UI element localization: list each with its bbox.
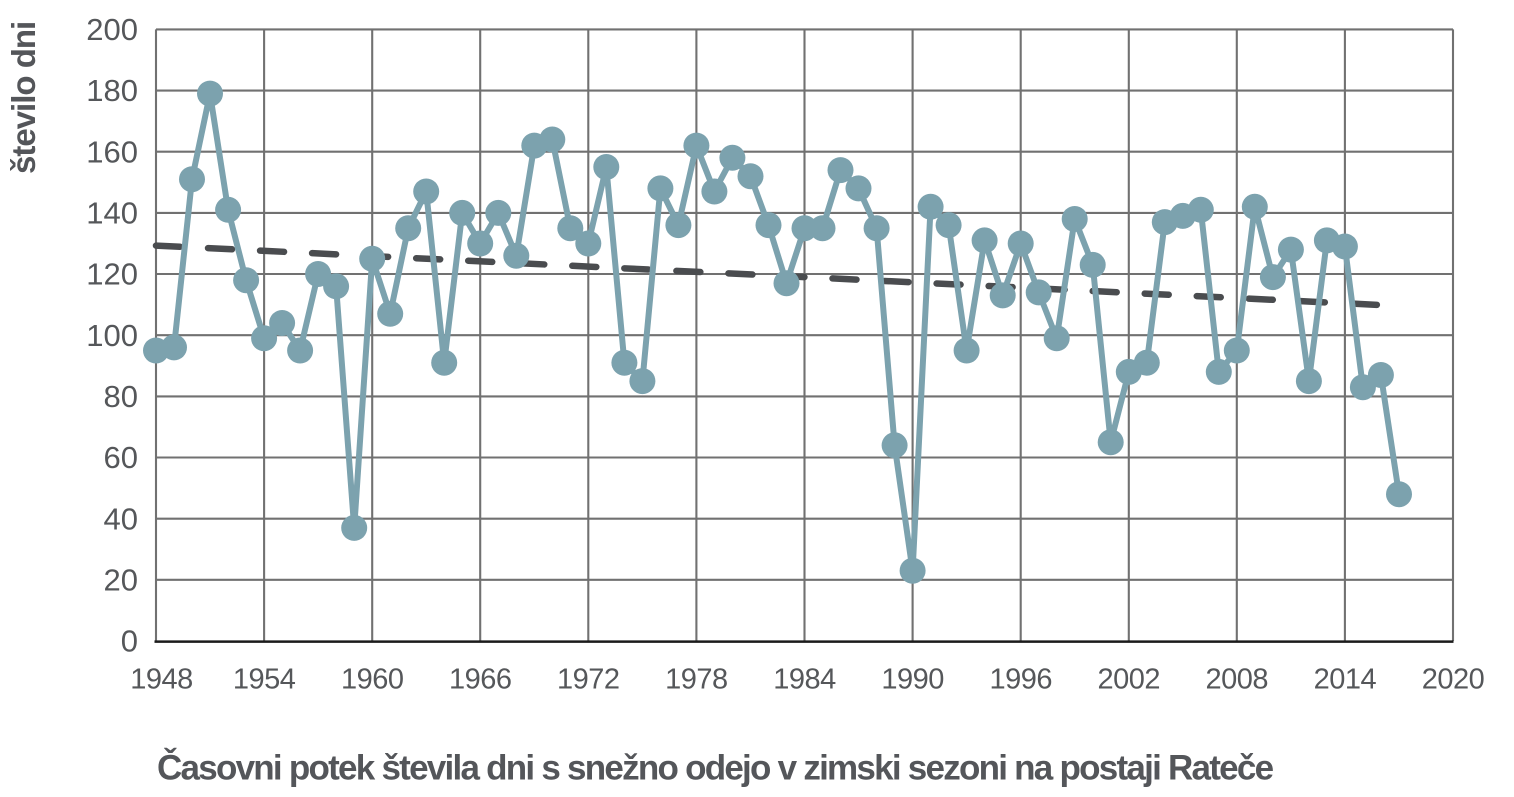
svg-text:160: 160 xyxy=(86,134,138,169)
svg-text:1954: 1954 xyxy=(233,664,296,696)
svg-text:1960: 1960 xyxy=(341,664,404,696)
svg-text:2020: 2020 xyxy=(1422,664,1485,696)
svg-text:število dni: število dni xyxy=(5,22,42,174)
svg-text:60: 60 xyxy=(104,440,138,475)
svg-text:Časovni potek števila dni s sn: Časovni potek števila dni s snežno odejo… xyxy=(157,748,1274,788)
svg-text:80: 80 xyxy=(104,379,138,414)
svg-text:2014: 2014 xyxy=(1314,664,1377,696)
svg-text:2008: 2008 xyxy=(1206,664,1269,696)
svg-text:1996: 1996 xyxy=(989,664,1052,696)
svg-text:0: 0 xyxy=(121,624,138,659)
svg-text:20: 20 xyxy=(104,562,138,597)
svg-text:2002: 2002 xyxy=(1098,664,1161,696)
svg-text:1984: 1984 xyxy=(773,664,836,696)
svg-text:1972: 1972 xyxy=(557,664,620,696)
svg-text:140: 140 xyxy=(86,196,138,231)
svg-text:180: 180 xyxy=(86,73,138,108)
svg-text:1948: 1948 xyxy=(130,664,193,696)
svg-text:40: 40 xyxy=(104,501,138,536)
svg-text:200: 200 xyxy=(86,12,138,47)
svg-text:100: 100 xyxy=(86,318,138,353)
svg-text:120: 120 xyxy=(86,257,138,292)
svg-text:1978: 1978 xyxy=(665,664,728,696)
svg-text:1966: 1966 xyxy=(449,664,512,696)
svg-text:1990: 1990 xyxy=(881,664,944,696)
